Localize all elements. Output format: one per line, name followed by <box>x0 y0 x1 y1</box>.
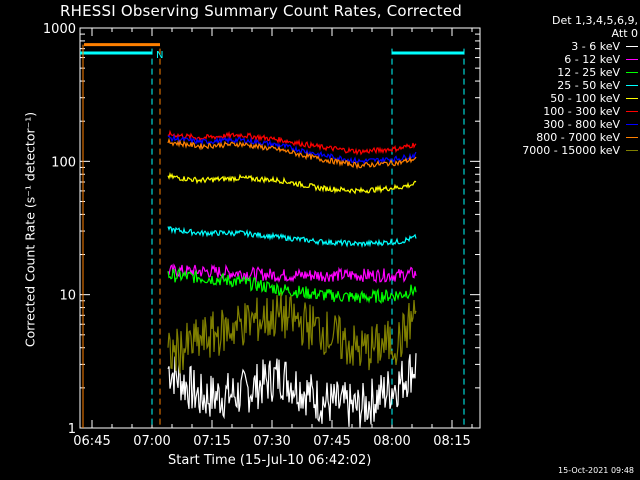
legend-entry: 3 - 6 keV <box>480 40 638 53</box>
legend-swatch <box>626 149 638 152</box>
legend: Det 1,3,4,5,6,9, Att 0 3 - 6 keV 6 - 12 k… <box>480 14 638 157</box>
series-line <box>167 267 417 305</box>
legend-entry: 12 - 25 keV <box>480 66 638 79</box>
legend-swatch <box>626 58 638 61</box>
timestamp: 15-Oct-2021 09:48 <box>558 466 634 475</box>
legend-entry-label: 50 - 100 keV <box>550 92 620 105</box>
y-axis-label: Corrected Count Rate (s⁻¹ detector⁻¹) <box>22 111 38 348</box>
flag-label: N <box>156 50 163 61</box>
legend-swatch <box>626 84 638 87</box>
series-line <box>167 137 417 170</box>
x-tick-label: 08:15 <box>433 434 470 449</box>
legend-header-detectors: Det 1,3,4,5,6,9, <box>551 14 638 27</box>
chart-title: RHESSI Observing Summary Count Rates, Co… <box>60 2 463 20</box>
x-axis-label: Start Time (15-Jul-10 06:42:02) <box>168 453 372 468</box>
y-tick-label: 1000 <box>43 22 76 37</box>
legend-entry-label: 7000 - 15000 keV <box>522 144 620 157</box>
series-line <box>167 292 417 374</box>
series-line <box>167 171 417 195</box>
legend-swatch <box>626 123 638 126</box>
legend-swatch <box>626 71 638 74</box>
legend-entry: 7000 - 15000 keV <box>480 144 638 157</box>
y-tick-label: 10 <box>59 289 76 304</box>
legend-entry-label: 800 - 7000 keV <box>536 131 620 144</box>
legend-entry-label: 300 - 800 keV <box>543 118 620 131</box>
series-line <box>167 129 417 156</box>
x-tick-label: 07:00 <box>133 434 170 449</box>
legend-entry: 300 - 800 keV <box>480 118 638 131</box>
legend-entry-label: 6 - 12 keV <box>564 53 620 66</box>
x-tick-label: 07:45 <box>313 434 350 449</box>
x-tick-label: 06:45 <box>73 434 110 449</box>
x-tick-label: 08:00 <box>373 434 410 449</box>
legend-header-attenuator: Att 0 <box>611 27 638 40</box>
legend-entry-label: 25 - 50 keV <box>557 79 620 92</box>
legend-entry-label: 12 - 25 keV <box>557 66 620 79</box>
x-tick-label: 07:30 <box>253 434 290 449</box>
series-line <box>167 225 417 249</box>
legend-entry-label: 3 - 6 keV <box>571 40 620 53</box>
series-line <box>167 353 417 428</box>
legend-entry: 50 - 100 keV <box>480 92 638 105</box>
legend-entry-label: 100 - 300 keV <box>543 105 620 118</box>
legend-swatch <box>626 45 638 48</box>
x-tick-label: 07:15 <box>193 434 230 449</box>
legend-entry: 25 - 50 keV <box>480 79 638 92</box>
legend-swatch <box>626 136 638 139</box>
legend-swatch <box>626 110 638 113</box>
series-line <box>167 133 417 165</box>
plot-frame <box>79 27 481 429</box>
y-tick-label: 1 <box>68 422 76 437</box>
legend-swatch <box>626 97 638 100</box>
legend-entry: 6 - 12 keV <box>480 53 638 66</box>
y-tick-label: 100 <box>51 155 76 170</box>
legend-entry: 100 - 300 keV <box>480 105 638 118</box>
series-line <box>167 263 417 284</box>
legend-entry: 800 - 7000 keV <box>480 131 638 144</box>
